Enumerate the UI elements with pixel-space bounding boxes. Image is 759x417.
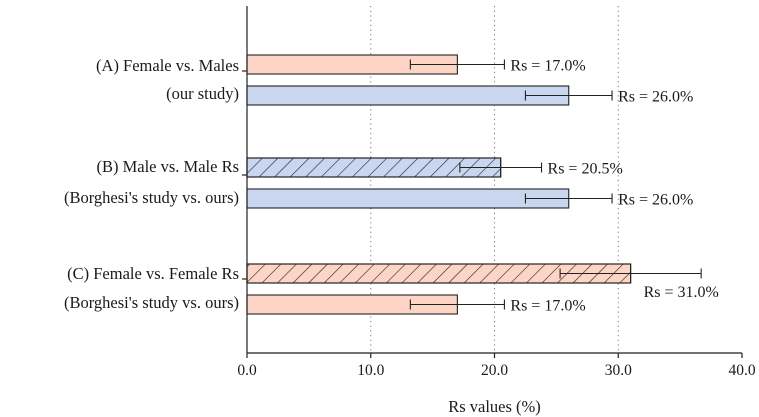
category-label-1-line-0: (B) Male vs. Male Rs — [96, 157, 239, 176]
category-label-0-line-0: (A) Female vs. Males — [96, 56, 239, 75]
x-axis-title: Rs values (%) — [448, 397, 541, 416]
data-label-0-0: Rs = 17.0% — [510, 58, 585, 75]
bar-0-1 — [246, 85, 570, 106]
x-tick-label-2: 20.0 — [481, 362, 508, 379]
axes: 0.0 10.0 20.0 30.0 40.0 — [237, 6, 756, 379]
category-label-1-line-1: (Borghesi's study vs. ours) — [64, 188, 239, 207]
category-label-0-line-1: (our study) — [166, 84, 239, 103]
data-label-1-1: Rs = 26.0% — [618, 192, 693, 209]
labels: (A) Female vs. Males (our study) Rs = 17.0… — [64, 56, 719, 315]
x-tick-label-0: 0.0 — [237, 362, 257, 379]
category-label-2-line-1: (Borghesi's study vs. ours) — [64, 293, 239, 312]
x-tick-label-1: 10.0 — [357, 362, 384, 379]
data-label-2-0: Rs = 31.0% — [644, 284, 719, 301]
x-tick-label-3: 30.0 — [605, 362, 632, 379]
bar-1-1 — [246, 188, 570, 209]
data-label-1-0: Rs = 20.5% — [548, 161, 623, 178]
x-tick-label-4: 40.0 — [728, 362, 755, 379]
category-label-2-line-0: (C) Female vs. Female Rs — [67, 264, 239, 283]
data-label-2-1: Rs = 17.0% — [510, 298, 585, 315]
data-label-0-1: Rs = 26.0% — [618, 89, 693, 106]
